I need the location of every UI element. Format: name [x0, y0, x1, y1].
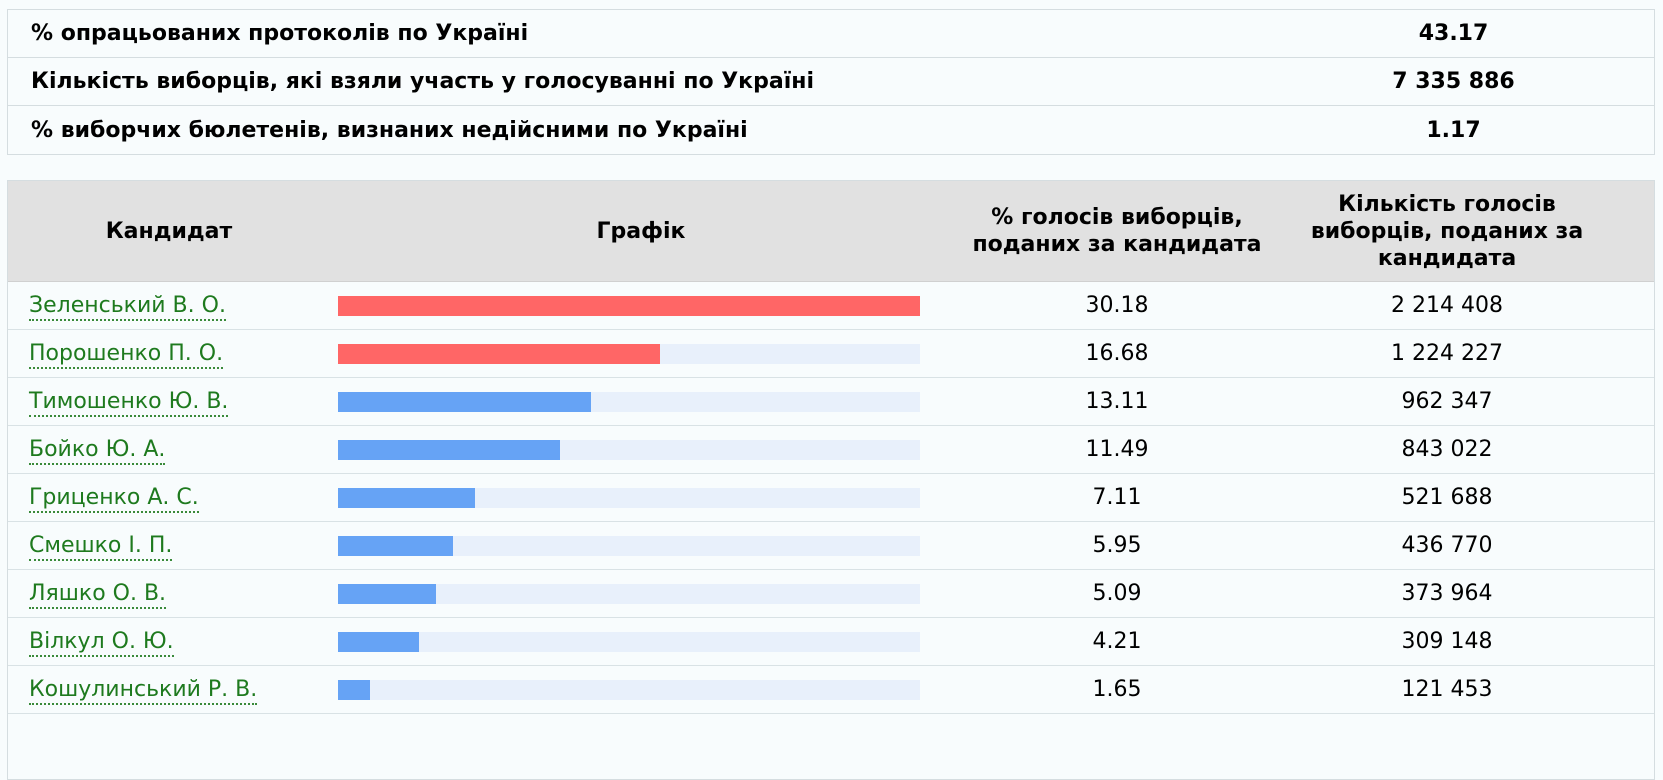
table-row: Кошулинський Р. В. 1.65 121 453	[8, 666, 1654, 714]
candidate-link[interactable]: Бойко Ю. А.	[29, 437, 166, 465]
summary-row: Кількість виборців, які взяли участь у г…	[8, 58, 1654, 106]
table-row: Вілкул О. Ю. 4.21 309 148	[8, 618, 1654, 666]
candidate-link[interactable]: Зеленський В. О.	[29, 293, 226, 321]
table-row: Гриценко А. С. 7.11 521 688	[8, 474, 1654, 522]
summary-label: % виборчих бюлетенів, визнаних недійсним…	[31, 117, 748, 143]
summary-label: Кількість виборців, які взяли участь у г…	[31, 69, 814, 94]
bar-mark	[338, 583, 436, 604]
percent-value: 5.09	[1092, 581, 1142, 606]
count-value: 1 224 227	[1391, 341, 1503, 366]
count-value: 962 347	[1401, 389, 1493, 414]
candidate-cell: Тимошенко Ю. В.	[8, 389, 330, 417]
candidate-cell: Бойко Ю. А.	[8, 437, 330, 465]
candidate-cell: Смешко І. П.	[8, 533, 330, 561]
percent-value: 16.68	[1085, 341, 1149, 366]
summary-value: 7 335 886	[1392, 69, 1515, 94]
summary-row: % виборчих бюлетенів, визнаних недійсним…	[8, 106, 1654, 154]
candidate-cell: Ляшко О. В.	[8, 581, 330, 609]
count-value: 2 214 408	[1391, 293, 1503, 318]
chart-cell	[330, 439, 952, 460]
table-row: Тимошенко Ю. В. 13.11 962 347	[8, 378, 1654, 426]
bar-mark	[338, 439, 560, 460]
results-table: Кандидат Графік % голосів виборців, пода…	[7, 180, 1655, 780]
chart-cell	[330, 631, 952, 652]
bar-mark	[338, 295, 920, 316]
table-row: Смешко І. П. 5.95 436 770	[8, 522, 1654, 570]
chart-cell	[330, 391, 952, 412]
bar-track	[338, 295, 920, 316]
chart-cell	[330, 535, 952, 556]
percent-value: 1.65	[1092, 677, 1142, 702]
bar-mark	[338, 391, 591, 412]
bar-mark	[338, 679, 370, 700]
count-value: 843 022	[1401, 437, 1493, 462]
candidate-cell: Порошенко П. О.	[8, 341, 330, 369]
percent-value: 11.49	[1085, 437, 1149, 462]
summary-table: % опрацьованих протоколів по Україні 43.…	[7, 9, 1655, 155]
candidate-link[interactable]: Кошулинський Р. В.	[29, 677, 258, 705]
summary-label: % опрацьованих протоколів по Україні	[31, 21, 529, 46]
count-value: 121 453	[1401, 677, 1493, 702]
bar-mark	[338, 487, 475, 508]
table-header: Кандидат Графік % голосів виборців, пода…	[8, 181, 1654, 282]
summary-value: 43.17	[1418, 21, 1489, 46]
count-value: 309 148	[1401, 629, 1493, 654]
bar-mark	[338, 535, 453, 556]
percent-value: 7.11	[1092, 485, 1142, 510]
chart-cell	[330, 583, 952, 604]
table-row: Бойко Ю. А. 11.49 843 022	[8, 426, 1654, 474]
chart-cell	[330, 343, 952, 364]
table-row: Ляшко О. В. 5.09 373 964	[8, 570, 1654, 618]
candidate-link[interactable]: Смешко І. П.	[29, 533, 173, 561]
count-value: 521 688	[1401, 485, 1493, 510]
table-body: Зеленський В. О. 30.18 2 214 408 Порошенко …	[8, 282, 1654, 714]
candidate-cell: Гриценко А. С.	[8, 485, 330, 513]
candidate-link[interactable]: Ляшко О. В.	[29, 581, 167, 609]
header-candidate[interactable]: Кандидат	[105, 218, 233, 244]
header-count[interactable]: Кількість голосів виборців, поданих за к…	[1310, 191, 1584, 271]
candidate-cell: Кошулинський Р. В.	[8, 677, 330, 705]
percent-value: 30.18	[1085, 293, 1149, 318]
bar-track	[338, 439, 920, 460]
summary-value: 1.17	[1426, 117, 1481, 143]
percent-value: 13.11	[1085, 389, 1149, 414]
count-value: 436 770	[1401, 533, 1493, 558]
chart-cell	[330, 487, 952, 508]
count-value: 373 964	[1401, 581, 1493, 606]
header-chart: Графік	[596, 218, 686, 244]
candidate-link[interactable]: Гриценко А. С.	[29, 485, 199, 513]
bar-mark	[338, 343, 660, 364]
percent-value: 4.21	[1092, 629, 1142, 654]
candidate-cell: Вілкул О. Ю.	[8, 629, 330, 657]
candidate-link[interactable]: Порошенко П. О.	[29, 341, 224, 369]
bar-track	[338, 535, 920, 556]
chart-cell	[330, 679, 952, 700]
bar-track	[338, 391, 920, 412]
chart-cell	[330, 295, 952, 316]
bar-track	[338, 487, 920, 508]
bar-track	[338, 631, 920, 652]
bar-track	[338, 679, 920, 700]
candidate-link[interactable]: Тимошенко Ю. В.	[29, 389, 229, 417]
table-row: Зеленський В. О. 30.18 2 214 408	[8, 282, 1654, 330]
candidate-link[interactable]: Вілкул О. Ю.	[29, 629, 174, 657]
bar-track	[338, 343, 920, 364]
summary-row: % опрацьованих протоколів по Україні 43.…	[8, 10, 1654, 58]
header-percent[interactable]: % голосів виборців, поданих за кандидата	[972, 205, 1262, 257]
table-row: Порошенко П. О. 16.68 1 224 227	[8, 330, 1654, 378]
bar-track	[338, 583, 920, 604]
percent-value: 5.95	[1092, 533, 1142, 558]
bar-mark	[338, 631, 419, 652]
candidate-cell: Зеленський В. О.	[8, 293, 330, 321]
